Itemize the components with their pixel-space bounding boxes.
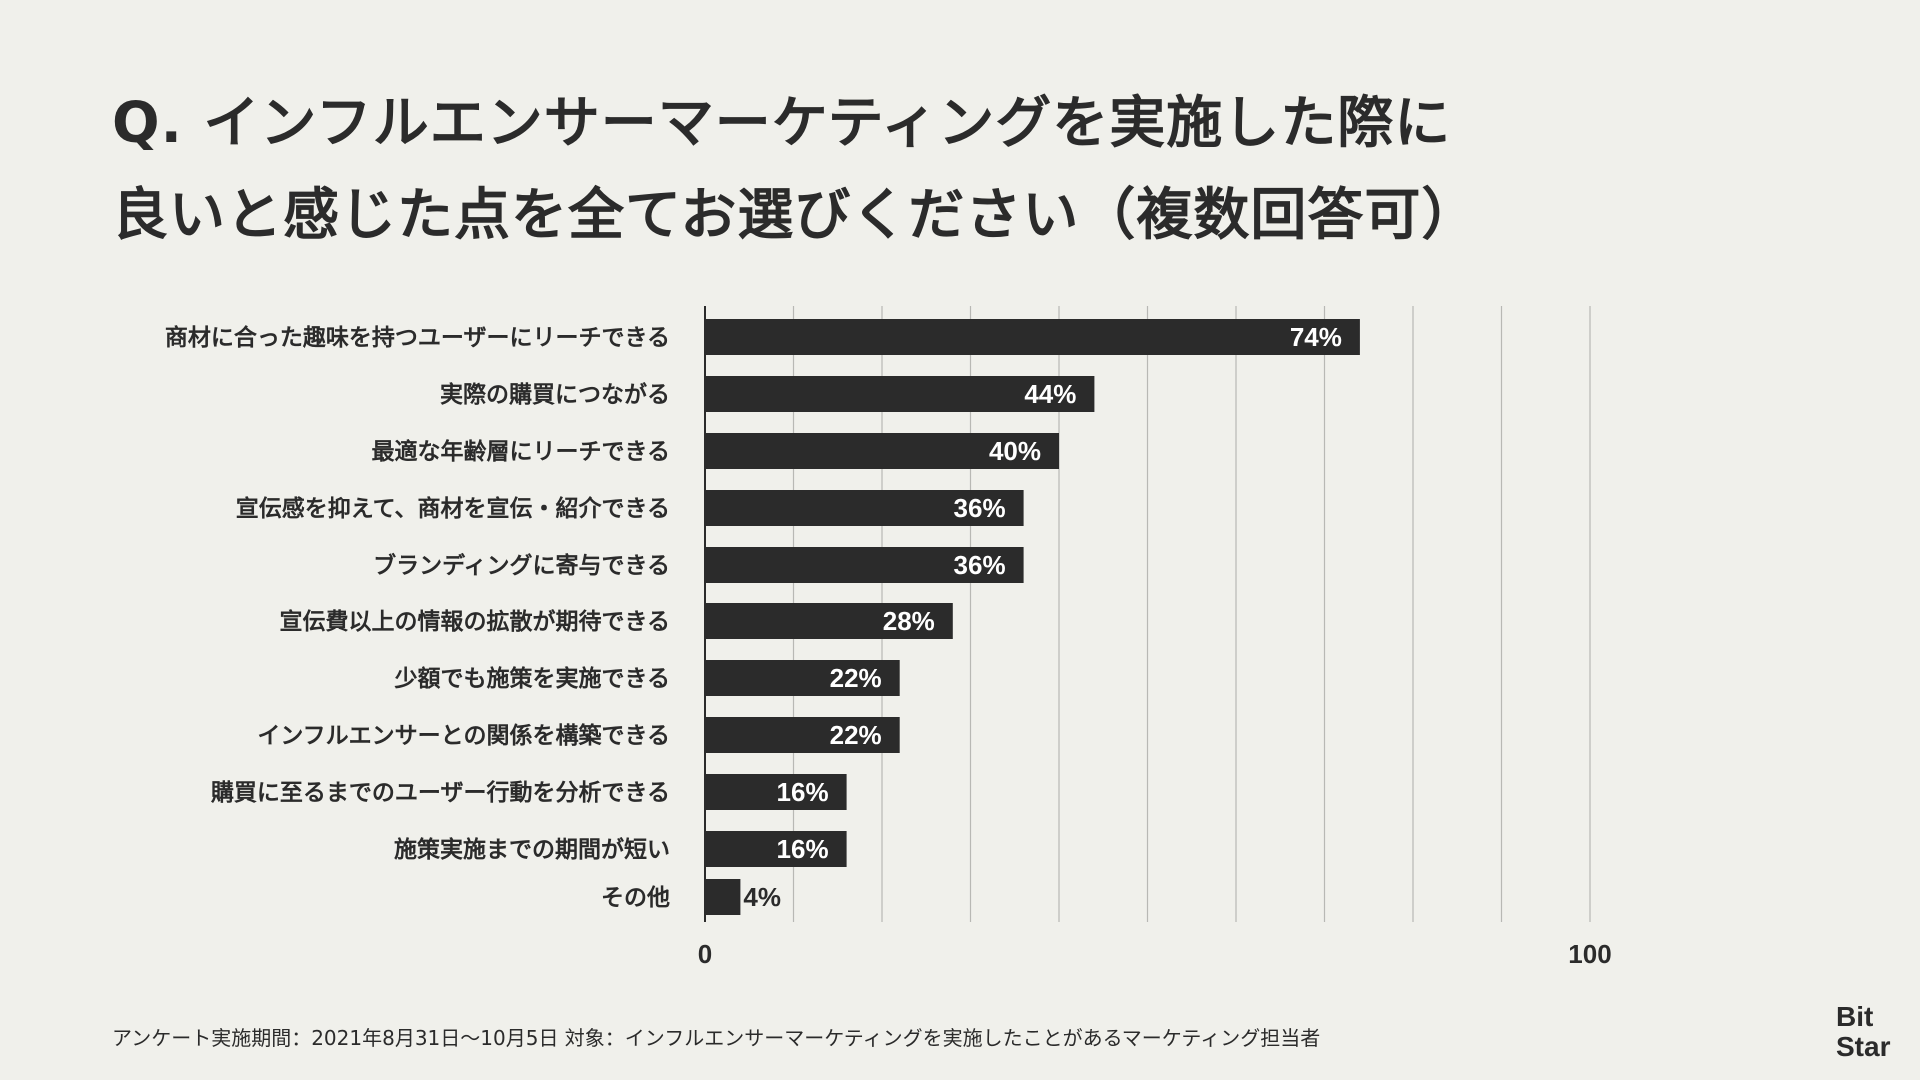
x-tick-label: 100 [1568, 939, 1611, 969]
chart-title: Q. インフルエンサーマーケティングを実施した際に 良いと感じた点を全てお選びく… [112, 78, 1812, 262]
bar [705, 603, 953, 639]
category-label: 最適な年齢層にリーチできる [371, 438, 670, 465]
data-label: 28% [883, 606, 935, 636]
category-label: 宣伝費以上の情報の拡散が期待できる [279, 608, 670, 635]
data-label: 36% [954, 493, 1006, 523]
category-label: 商材に合った趣味を持つユーザーにリーチできる [165, 324, 670, 351]
category-label: 実際の購買につながる [440, 381, 670, 408]
bar [705, 547, 1024, 583]
data-label: 16% [777, 777, 829, 807]
category-label: その他 [601, 885, 670, 911]
category-label: インフルエンサーとの関係を構築できる [257, 722, 670, 749]
bar [705, 376, 1095, 412]
data-label: 4% [743, 882, 781, 912]
title-line-2: 良いと感じた点を全てお選びください（複数回答可） [112, 183, 1479, 248]
data-label: 40% [989, 436, 1041, 466]
data-label: 22% [830, 720, 882, 750]
data-label: 16% [777, 834, 829, 864]
bar [705, 490, 1024, 526]
x-tick-label: 0 [698, 939, 712, 969]
category-label: ブランディングに寄与できる [373, 552, 670, 579]
bar [705, 319, 1360, 355]
data-label: 22% [830, 663, 882, 693]
bar [705, 774, 847, 810]
bar [705, 717, 900, 753]
data-label: 44% [1024, 379, 1076, 409]
survey-footnote: アンケート実施期間：2021年8月31日〜10月5日 対象：インフルエンサーマー… [112, 1026, 1321, 1050]
bar [705, 433, 1059, 469]
bitstar-logo: Bit Star [1836, 1002, 1891, 1060]
data-label: 74% [1290, 322, 1342, 352]
title-line-1: Q. インフルエンサーマーケティングを実施した際に [112, 91, 1452, 156]
bar [705, 879, 741, 915]
category-label: 購買に至るまでのユーザー行動を分析できる [211, 779, 670, 806]
category-label: 施策実施までの期間が短い [394, 836, 670, 863]
category-label: 宣伝感を抑えて、商材を宣伝・紹介できる [236, 495, 670, 522]
category-label: 少額でも施策を実施できる [393, 665, 670, 692]
logo-line-1: Bit [1836, 1002, 1873, 1032]
bar [705, 831, 847, 867]
data-label: 36% [954, 550, 1006, 580]
logo-line-2: Star [1836, 1031, 1891, 1060]
bar [705, 660, 900, 696]
